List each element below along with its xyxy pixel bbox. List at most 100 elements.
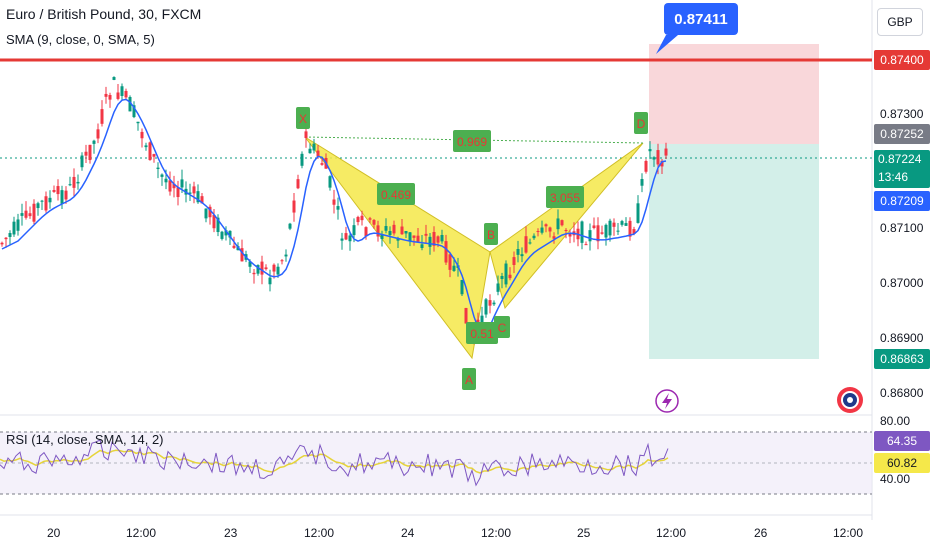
pattern-label-a: A [462,368,476,390]
candle-body [612,222,616,227]
candle-body [44,196,48,211]
ratio-label-bc: 0.51 [466,322,498,344]
candle-body [500,275,504,280]
candle-body [396,238,400,241]
candle-body [444,241,448,263]
candle-body [272,264,276,272]
candle-body [360,215,364,221]
candle-body [8,233,12,237]
candle-body [516,248,520,255]
candle-body [548,227,552,232]
candle-body [320,163,324,165]
candle-body [316,150,320,157]
take-profit-zone [649,144,819,359]
candle-body [440,234,444,242]
price-tick: 0.87100 [880,221,924,235]
candle-body [308,148,312,154]
candle-body [224,230,228,236]
candle-body [616,230,620,232]
sma-legend[interactable]: SMA (9, close, 0, SMA, 5) [6,32,155,47]
candle-body [532,235,536,239]
candle-body [252,272,256,275]
candle-body [4,237,8,240]
candle-body [280,260,284,262]
candle-body [344,233,348,240]
candle-body [68,184,72,186]
candle-body [356,216,360,223]
time-label: 12:00 [126,526,157,540]
currency-badge[interactable]: GBP [877,8,923,36]
candle-body [400,226,404,235]
candle-body [180,179,184,188]
candle-body [568,233,572,237]
pattern-label-d: D [634,112,648,134]
candle-body [452,265,456,271]
candle-body [368,218,372,220]
candle-body [60,190,64,205]
candle-body [628,220,632,237]
candle-body [648,149,652,152]
price-tick: 0.87300 [880,107,924,121]
rsi-ma-tag: 60.82 [874,453,930,473]
candle-body [28,213,32,217]
candle-body [352,225,356,236]
candle-body [624,223,628,226]
time-label: 12:00 [481,526,512,540]
candle-body [120,86,124,96]
bar-countdown: 13:46 [878,170,909,184]
candle-body [488,300,492,306]
price-tick: 0.87000 [880,276,924,290]
ratio-label-cd: 3.055 [546,186,584,208]
candle-body [188,192,192,194]
candle-body [292,200,296,213]
candle-body [432,231,436,246]
sma-line [1,98,667,335]
entry-price-tag: 0.87252 [874,124,930,144]
time-label: 25 [577,526,591,540]
svg-text:0.87411: 0.87411 [674,11,727,28]
candle-body [208,206,212,218]
candle-body [596,225,600,242]
candle-body [0,242,4,245]
candle-body [136,121,140,124]
candle-body [552,236,556,239]
candle-body [312,143,316,151]
pattern-label-b: B [484,223,498,245]
time-label: 12:00 [656,526,687,540]
price-tick: 0.86800 [880,386,924,400]
svg-text:A: A [465,373,473,387]
candle-body [332,199,336,205]
candle-body [116,92,120,99]
candle-body [640,179,644,186]
chart-title: Euro / British Pound, 30, FXCM [6,6,202,22]
candle-body [660,160,664,167]
svg-text:C: C [498,321,507,335]
rsi-value-tag: 64.35 [874,431,930,451]
price-callout: 0.87411 [656,3,738,54]
candlestick-series [0,76,668,345]
rsi-tick: 80.00 [880,414,911,428]
candle-body [388,230,392,236]
rsi-legend[interactable]: RSI (14, close, SMA, 14, 2) [6,432,164,447]
candle-body [496,283,500,292]
candle-body [104,93,108,97]
candle-body [56,186,60,195]
candle-body [460,280,464,295]
candle-body [652,157,656,160]
candle-body [220,231,224,239]
candle-body [148,142,152,161]
candle-body [492,302,496,305]
candle-body [268,277,272,285]
candle-body [144,145,148,148]
candle-body [412,235,416,238]
candle-body [128,97,132,112]
candle-body [508,274,512,279]
rsi-tick: 40.00 [880,472,911,486]
price-tick: 0.86900 [880,331,924,345]
candle-body [164,178,168,183]
candle-body [380,234,384,240]
candle-body [524,236,528,253]
candle-body [248,261,252,267]
candle-body [152,154,156,157]
